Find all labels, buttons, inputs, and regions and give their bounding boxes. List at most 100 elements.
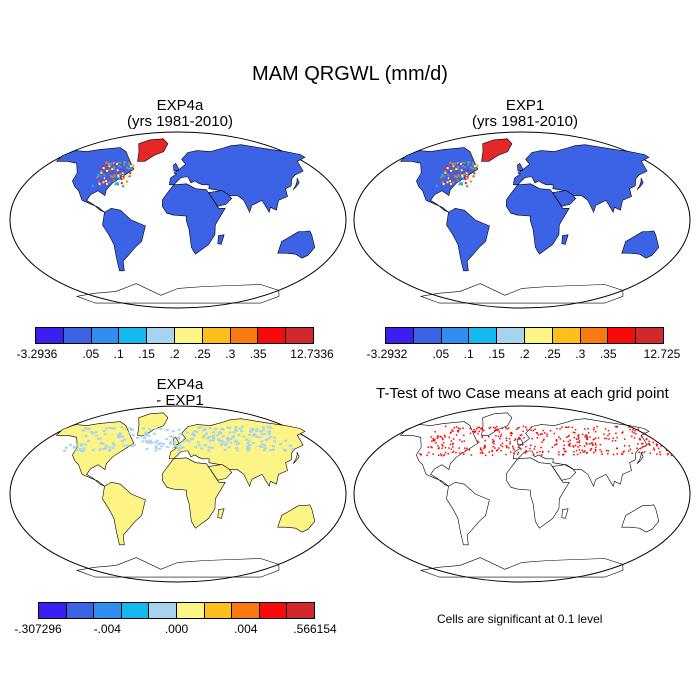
colorbar-box — [204, 603, 233, 618]
significant-cell — [450, 448, 453, 450]
significant-cell — [481, 449, 483, 451]
significant-cell — [437, 445, 439, 447]
significant-cell — [492, 441, 494, 444]
significant-cell — [607, 434, 609, 437]
value-cell — [466, 161, 469, 164]
value-cell — [459, 163, 462, 166]
difference-cell — [207, 435, 211, 438]
difference-cell — [152, 432, 156, 435]
significant-cell — [576, 441, 579, 443]
map-ttest-significance — [353, 405, 691, 583]
panel-title-line1: EXP4a — [156, 376, 204, 393]
significant-cell — [448, 436, 451, 439]
difference-cell — [63, 449, 67, 452]
significant-cell — [534, 445, 536, 448]
difference-cell — [254, 434, 258, 437]
significant-cell — [622, 451, 625, 453]
difference-cell — [133, 443, 136, 446]
difference-cell — [75, 448, 79, 451]
value-cell — [453, 163, 456, 166]
significant-cell — [498, 447, 500, 449]
significant-cell — [558, 436, 560, 438]
value-cell — [116, 183, 119, 186]
difference-cell — [180, 447, 183, 449]
difference-cell — [140, 435, 144, 438]
significant-cell — [496, 425, 498, 428]
difference-cell — [177, 437, 181, 440]
significant-cell — [442, 454, 445, 457]
significant-cell — [506, 428, 508, 430]
colorbar-box — [524, 328, 553, 343]
difference-cell — [108, 446, 112, 449]
difference-cell — [141, 427, 145, 430]
significant-cell — [652, 438, 655, 440]
value-cell — [105, 180, 107, 183]
significant-cell — [518, 437, 520, 439]
value-cell — [466, 185, 469, 188]
significant-cell — [455, 451, 457, 454]
difference-cell — [263, 444, 267, 447]
difference-cell — [226, 437, 230, 440]
value-cell — [114, 175, 117, 178]
significant-cell — [594, 431, 597, 433]
difference-cell — [98, 448, 102, 451]
difference-cell — [238, 427, 242, 430]
significant-cell — [659, 451, 661, 453]
significant-cell — [479, 448, 482, 451]
value-cell — [122, 177, 125, 180]
value-cell — [466, 175, 469, 178]
value-cell — [124, 161, 127, 164]
difference-cell — [164, 438, 168, 441]
difference-cell — [260, 440, 264, 443]
significant-cell — [575, 449, 578, 452]
significant-cell — [638, 451, 640, 454]
value-cell — [96, 176, 99, 179]
colorbar-tick-label: .15 — [488, 347, 505, 361]
significant-cell — [477, 432, 479, 435]
colorbar-box — [608, 328, 637, 343]
value-cell — [109, 167, 112, 170]
significant-cell — [549, 430, 552, 432]
value-cell — [448, 182, 451, 185]
significant-cell — [571, 426, 574, 429]
difference-cell — [101, 442, 105, 445]
significant-cell — [593, 427, 595, 429]
difference-cell — [187, 440, 191, 443]
value-cell — [462, 171, 465, 174]
difference-cell — [207, 449, 211, 452]
difference-cell — [91, 448, 95, 451]
significant-cell — [457, 427, 460, 429]
significant-cell — [464, 447, 466, 449]
difference-cell — [203, 427, 207, 430]
significant-cell — [546, 433, 548, 435]
value-cell — [104, 182, 107, 185]
difference-cell — [221, 435, 225, 438]
difference-cell — [179, 433, 182, 436]
significant-cell — [623, 438, 626, 440]
difference-cell — [249, 430, 252, 433]
difference-cell — [255, 427, 259, 430]
significant-cell — [567, 426, 570, 428]
significant-cell — [452, 438, 455, 440]
significant-cell — [444, 436, 446, 438]
significant-cell — [578, 441, 580, 444]
significant-cell — [600, 451, 603, 453]
value-cell — [97, 173, 100, 176]
significant-cell — [430, 446, 432, 448]
significant-cell — [431, 446, 433, 449]
significant-cell — [517, 451, 520, 454]
colorbar-tick-label: .25 — [544, 347, 561, 361]
significant-cell — [646, 438, 648, 440]
significance-note: Cells are significant at 0.1 level — [437, 612, 603, 626]
value-cell — [115, 163, 118, 166]
significant-cell — [642, 446, 644, 448]
significant-cell — [636, 447, 638, 450]
significant-cell — [565, 426, 567, 428]
value-cell — [472, 162, 475, 165]
difference-cell — [185, 439, 189, 442]
difference-cell — [87, 440, 90, 443]
difference-cell — [215, 434, 219, 437]
significant-cell — [578, 436, 580, 439]
difference-cell — [279, 443, 282, 446]
significant-cell — [605, 449, 608, 452]
